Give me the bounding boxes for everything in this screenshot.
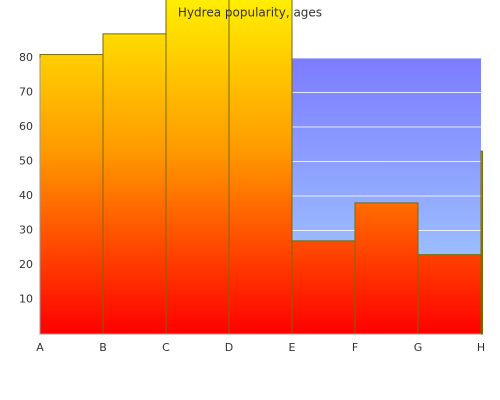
y-tick-label: 60	[19, 120, 33, 133]
area	[39, 0, 483, 335]
y-tick-label: 10	[19, 293, 33, 306]
y-tick-label: 30	[19, 224, 33, 237]
chart-title: Hydrea popularity, ages	[178, 6, 322, 20]
step-segment	[165, 0, 230, 335]
step-segment	[480, 150, 483, 335]
step-segment	[417, 254, 482, 335]
step-segment	[291, 240, 356, 335]
y-tick-label: 40	[19, 189, 33, 202]
x-tick-label: D	[225, 341, 233, 354]
x-tick-label: C	[162, 341, 170, 354]
x-tick-label: H	[477, 341, 485, 354]
x-tick-label: E	[289, 341, 296, 354]
labels: 10 20 30 40 50 60 70 80 A B C D E F G H	[19, 51, 485, 354]
x-tick-label: A	[36, 341, 44, 354]
step-segment	[39, 54, 104, 335]
x-tick-label: B	[99, 341, 107, 354]
x-tick-label: F	[352, 341, 358, 354]
y-tick-label: 80	[19, 51, 33, 64]
x-tick-label: G	[414, 341, 423, 354]
step-segment	[354, 202, 419, 335]
step-segment	[228, 0, 293, 335]
step-segment	[102, 33, 167, 335]
y-tick-label: 50	[19, 155, 33, 168]
y-tick-label: 70	[19, 86, 33, 99]
y-tick-label: 20	[19, 258, 33, 271]
